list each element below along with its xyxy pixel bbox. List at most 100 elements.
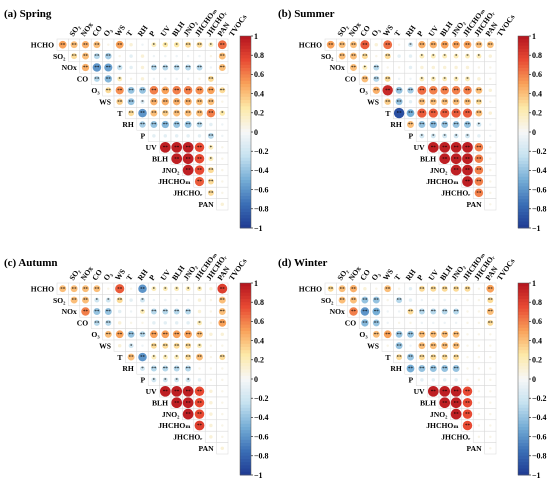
correlation-circle xyxy=(417,108,427,118)
correlation-circle xyxy=(466,310,469,313)
correlation-circle xyxy=(408,54,413,58)
correlation-circle xyxy=(129,65,133,70)
correlation-circle xyxy=(197,286,202,292)
colorbar-tick-label: −0.4 xyxy=(254,413,269,422)
colorbar-segment xyxy=(518,170,529,174)
correlation-circle xyxy=(152,321,156,325)
correlation-circle xyxy=(440,86,449,95)
correlation-circle xyxy=(489,367,492,370)
correlation-circle xyxy=(489,447,492,450)
colorbar-segment xyxy=(518,292,529,297)
significance-mark: ** xyxy=(476,169,482,174)
correlation-circle xyxy=(129,287,133,290)
significance-mark: ** xyxy=(431,356,437,361)
correlation-circle xyxy=(396,354,403,361)
correlation-circle xyxy=(207,98,215,106)
colorbar-segment xyxy=(518,471,529,476)
significance-mark: ** xyxy=(72,287,78,292)
significance-mark: ** xyxy=(163,100,169,105)
correlation-circle xyxy=(207,132,214,139)
colorbar-segment xyxy=(240,417,251,421)
correlation-circle xyxy=(129,298,133,302)
significance-mark: ** xyxy=(151,367,157,372)
correlation-circle xyxy=(173,109,181,117)
colorbar-segment xyxy=(240,318,251,322)
correlation-circle xyxy=(105,297,111,303)
correlation-circle xyxy=(139,331,146,338)
correlation-circle xyxy=(209,344,213,347)
correlation-circle xyxy=(186,54,190,58)
correlation-circle xyxy=(198,367,201,370)
correlation-circle xyxy=(128,343,134,349)
row-label: SO₂ xyxy=(53,296,66,305)
correlation-circle xyxy=(384,75,391,82)
significance-mark: ** xyxy=(186,100,192,105)
colorbar-segment xyxy=(518,180,529,184)
colorbar-tick-label: 0.2 xyxy=(532,109,542,118)
correlation-circle xyxy=(477,412,481,416)
colorbar-segment xyxy=(240,141,251,146)
colorbar-segment xyxy=(240,423,251,428)
correlation-circle xyxy=(209,310,213,313)
correlation-circle xyxy=(489,333,492,336)
correlation-circle xyxy=(418,342,426,350)
correlation-circle xyxy=(194,397,205,408)
colorbar-segment xyxy=(240,74,251,78)
colorbar-segment xyxy=(518,379,529,383)
colorbar-segment xyxy=(240,401,251,405)
significance-mark: ** xyxy=(431,100,437,105)
correlation-circle xyxy=(474,143,484,152)
significance-mark: ** xyxy=(117,333,123,338)
correlation-circle xyxy=(175,298,178,302)
colorbar-segment xyxy=(240,321,251,325)
correlation-circle xyxy=(194,409,205,419)
correlation-circle xyxy=(452,121,460,128)
significance-mark: ** xyxy=(151,66,157,71)
correlation-circle xyxy=(209,122,213,127)
significance-mark: * xyxy=(153,43,156,48)
correlation-circle xyxy=(374,42,379,47)
significance-mark: ** xyxy=(151,123,157,128)
colorbar-segment xyxy=(240,315,251,319)
row-label: NOx xyxy=(62,63,77,72)
significance-mark: ** xyxy=(419,89,425,94)
correlation-circle xyxy=(182,397,194,409)
colorbar-segment xyxy=(518,286,529,290)
significance-mark: ** xyxy=(174,344,180,349)
significance-mark: ** xyxy=(220,89,226,94)
colorbar-segment xyxy=(240,154,251,158)
colorbar-segment xyxy=(240,471,251,476)
significance-mark: ** xyxy=(488,43,494,48)
significance-mark: ** xyxy=(208,180,214,185)
colorbar-tick-label: −0.6 xyxy=(532,185,547,194)
correlation-circle xyxy=(477,134,481,138)
colorbar-segment xyxy=(518,324,529,329)
colorbar-tick-label: 0.4 xyxy=(254,336,264,345)
significance-mark: ** xyxy=(186,146,192,151)
row-label: UV xyxy=(414,387,425,396)
significance-mark: * xyxy=(443,55,446,60)
correlation-circle xyxy=(174,286,180,292)
correlation-circle xyxy=(195,86,204,95)
correlation-circle xyxy=(138,352,147,362)
correlation-circle xyxy=(161,86,170,95)
significance-mark: * xyxy=(466,55,469,60)
correlation-circle xyxy=(465,53,470,59)
colorbar-segment xyxy=(240,292,251,297)
colorbar-segment xyxy=(240,151,251,155)
colorbar-segment xyxy=(518,208,529,213)
colorbar-segment xyxy=(240,106,251,110)
significance-mark: ** xyxy=(351,310,357,315)
significance-mark: ** xyxy=(431,287,437,292)
colorbar-tick-label: −0.8 xyxy=(254,452,269,461)
colorbar-segment xyxy=(240,135,251,139)
significance-mark: ** xyxy=(174,123,180,128)
significance-mark: ** xyxy=(186,356,192,361)
row-label: O₃ xyxy=(359,86,368,95)
colorbar-segment xyxy=(518,55,529,59)
correlation-circle xyxy=(452,98,460,106)
significance-mark: ** xyxy=(476,43,482,48)
correlation-circle xyxy=(453,285,460,292)
colorbar-segment xyxy=(240,411,251,415)
correlation-circle xyxy=(361,75,369,83)
